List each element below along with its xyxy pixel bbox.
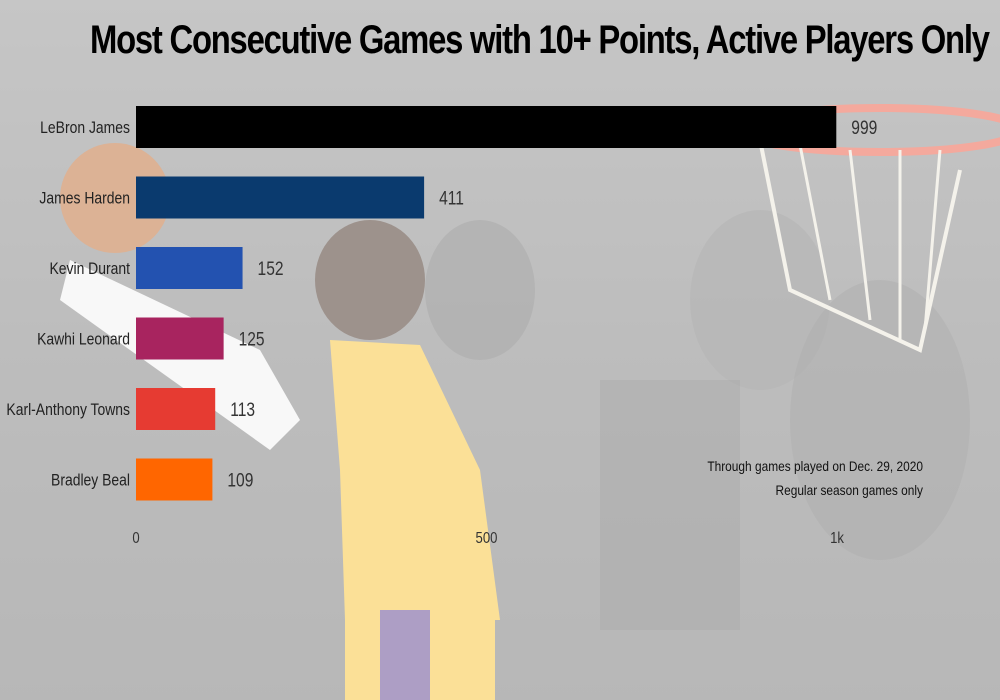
data-label: 411 [439, 187, 464, 209]
category-label: LeBron James [40, 119, 130, 138]
bar [136, 317, 224, 360]
data-label: 125 [239, 328, 265, 350]
category-label: Bradley Beal [51, 471, 130, 490]
note-season: Regular season games only [775, 482, 923, 498]
category-label: James Harden [39, 189, 130, 208]
bar [136, 176, 425, 219]
chart-title: Most Consecutive Games with 10+ Points, … [90, 18, 990, 62]
bar [136, 247, 243, 289]
data-label: 999 [851, 117, 877, 139]
data-label: 109 [227, 469, 253, 491]
bar [136, 106, 837, 148]
category-label: Kevin Durant [49, 260, 130, 279]
category-label: Kawhi Leonard [37, 330, 130, 349]
bar [136, 388, 216, 430]
data-label: 152 [258, 258, 284, 280]
data-label: 113 [230, 399, 255, 421]
x-tick-label: 1k [830, 530, 844, 547]
category-label: Karl-Anthony Towns [6, 401, 130, 420]
x-tick-label: 0 [132, 530, 139, 547]
note-date: Through games played on Dec. 29, 2020 [707, 458, 923, 474]
x-tick-label: 500 [476, 530, 498, 547]
bar [136, 458, 213, 501]
